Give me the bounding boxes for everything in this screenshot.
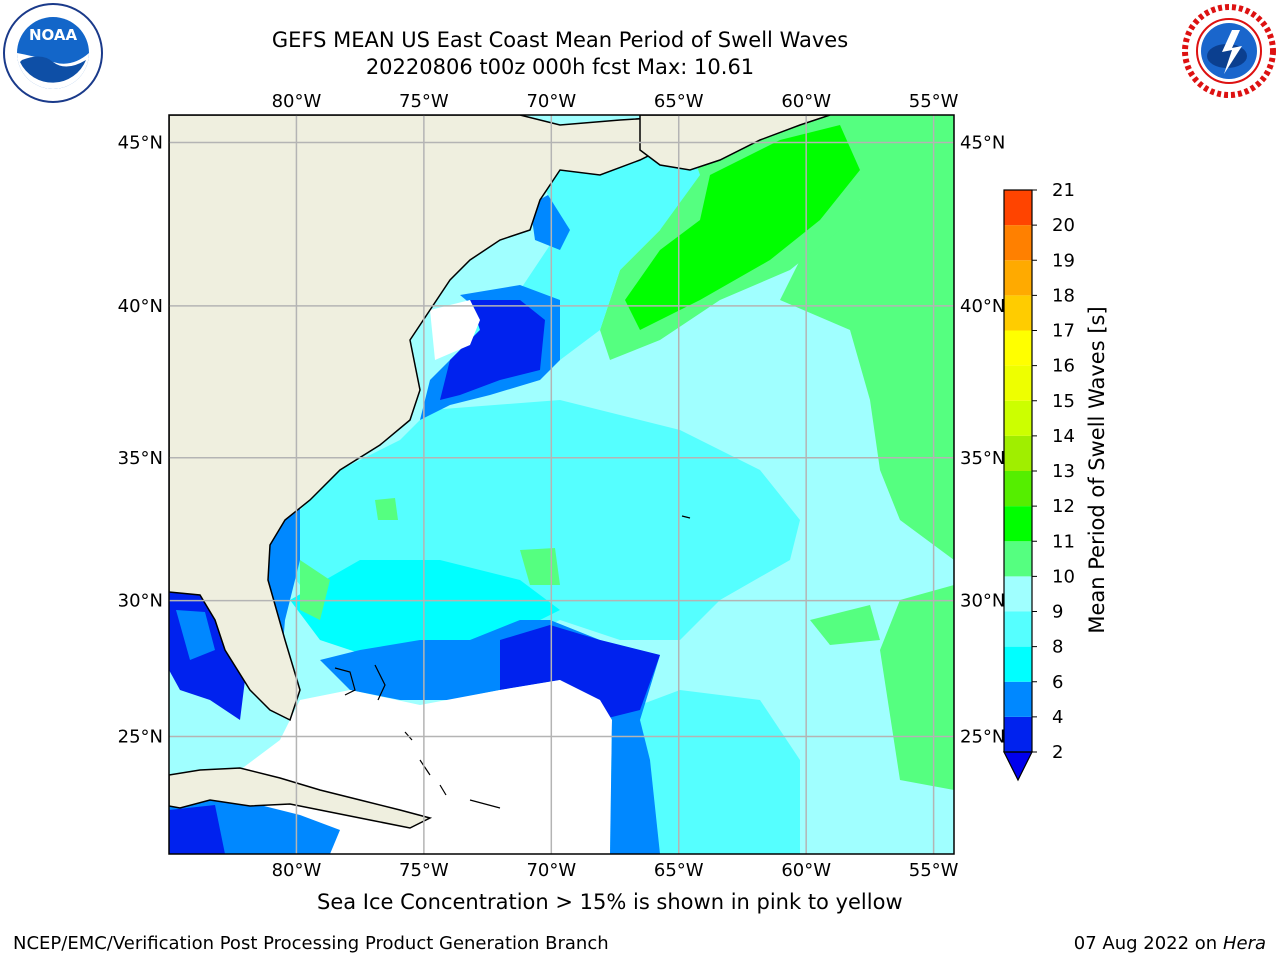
swell-9-10s-southeast <box>880 585 954 790</box>
map-plot-area <box>169 115 954 854</box>
colorbar-bin <box>1004 225 1032 261</box>
colorbar-bin <box>1004 471 1032 507</box>
bahamas-islands <box>334 515 691 809</box>
colorbar-tick-label: 10 <box>1052 566 1075 587</box>
lon-tick-label: 60°W <box>781 91 831 112</box>
colorbar-tick-label: 14 <box>1052 426 1075 447</box>
swell-4-6s-gulf <box>176 610 215 660</box>
colorbar-tick-label: 17 <box>1052 321 1075 342</box>
lat-tick-label: 25°N <box>960 726 1005 747</box>
colorbar-bin <box>1004 365 1032 401</box>
noaa-logo-text: NOAA <box>29 26 78 44</box>
swell-9-10s-patch-small <box>375 498 398 520</box>
colorbar-bin <box>1004 260 1032 296</box>
axis-labels: 80°W 80°W 75°W 75°W 70°W 70°W 65°W 65°W 60°W 60°W… <box>118 91 1006 881</box>
noaa-logo-icon: NOAA <box>3 3 103 103</box>
colorbar-under-arrow <box>1003 751 1033 782</box>
colorbar-tick-label: 9 <box>1052 602 1063 623</box>
lat-tick-label: 40°N <box>960 296 1005 317</box>
graticule <box>169 115 954 854</box>
credit-text: NCEP/EMC/Verification Post Processing Pr… <box>13 933 609 954</box>
lon-tick-label: 80°W <box>272 91 322 112</box>
colorbar-bin <box>1004 681 1032 717</box>
colorbar-bin <box>1004 400 1032 436</box>
colorbar-tick-label: 16 <box>1052 356 1075 377</box>
colorbar-tick-label: 6 <box>1052 672 1063 693</box>
colorbar-label: Mean Period of Swell Waves [s] <box>1085 306 1109 634</box>
map-subtitle: 20220806 t00z 000h fcst Max: 10.61 <box>365 55 755 79</box>
colorbar-tick-label: 21 <box>1052 180 1075 201</box>
colorbar-tick-label: 13 <box>1052 461 1075 482</box>
lat-tick-label: 30°N <box>960 591 1005 612</box>
lon-tick-label: 55°W <box>909 860 959 881</box>
colorbar-bin <box>1004 576 1032 612</box>
lon-tick-label: 55°W <box>909 91 959 112</box>
date-value: 07 Aug 2022 on <box>1073 933 1218 954</box>
colorbar-bin <box>1004 611 1032 647</box>
lat-tick-label: 35°N <box>118 448 163 469</box>
lat-tick-label: 40°N <box>118 296 163 317</box>
lon-tick-label: 75°W <box>399 860 449 881</box>
swell-2-4s-bahamas <box>500 625 660 720</box>
swell-2-4s-south-cuba <box>169 805 225 854</box>
swell-2-4s-mid-atlantic <box>440 300 545 400</box>
lon-tick-label: 75°W <box>399 91 449 112</box>
colorbar-bin <box>1004 190 1032 226</box>
swell-9-10s-patch <box>810 605 880 645</box>
map-title: GEFS MEAN US East Coast Mean Period of S… <box>271 28 849 52</box>
colorbar-bin <box>1004 435 1032 471</box>
lat-tick-label: 30°N <box>118 591 163 612</box>
lon-tick-label: 80°W <box>272 860 322 881</box>
land-cuba <box>169 767 433 829</box>
colorbar-bin <box>1004 506 1032 542</box>
colorbar-bin <box>1004 330 1032 366</box>
colorbar-tick-label: 11 <box>1052 531 1075 552</box>
swell-4-6s-east-caribbean <box>610 720 660 854</box>
colorbar-tick-label: 12 <box>1052 496 1075 517</box>
lat-tick-label: 45°N <box>118 132 163 153</box>
swell-10-11s-core <box>625 125 860 330</box>
lon-tick-label: 70°W <box>526 91 576 112</box>
colorbar-tick-label: 15 <box>1052 391 1075 412</box>
swell-9-10s-patch-west <box>300 560 330 620</box>
map-frame <box>168 114 955 855</box>
colorbar-bin <box>1004 646 1032 682</box>
sea-ice-note: Sea Ice Concentration > 15% is shown in … <box>317 890 903 914</box>
colorbar-tick-label: 8 <box>1052 637 1063 658</box>
lon-tick-label: 65°W <box>654 91 704 112</box>
lon-tick-label: 60°W <box>781 860 831 881</box>
swell-4-6s-cape-cod <box>530 195 570 250</box>
nws-logo-icon <box>1182 4 1276 98</box>
lat-tick-label: 35°N <box>960 448 1005 469</box>
swell-9-10s-east <box>780 115 954 560</box>
colorbar-tick-label: 18 <box>1052 285 1075 306</box>
date-text: 07 Aug 2022 on Hera <box>1074 933 1266 954</box>
host-name: Hera <box>1222 933 1266 954</box>
colorbar-bin <box>1004 716 1032 752</box>
lat-tick-label: 45°N <box>960 132 1005 153</box>
colorbar-tick-label: 2 <box>1052 742 1063 763</box>
colorbar: 2 4 6 8 9 10 11 12 13 14 15 16 17 18 19 20 21 <box>1003 180 1075 782</box>
lon-tick-label: 65°W <box>654 860 704 881</box>
lat-tick-label: 25°N <box>118 726 163 747</box>
colorbar-bin <box>1004 295 1032 331</box>
colorbar-tick-label: 19 <box>1052 250 1075 271</box>
colorbar-tick-label: 4 <box>1052 707 1063 728</box>
colorbar-bin <box>1004 541 1032 577</box>
colorbar-tick-label: 20 <box>1052 215 1075 236</box>
lon-tick-label: 70°W <box>526 860 576 881</box>
swell-9-10s-patch-central <box>520 548 560 585</box>
no-data-bay <box>430 300 480 360</box>
